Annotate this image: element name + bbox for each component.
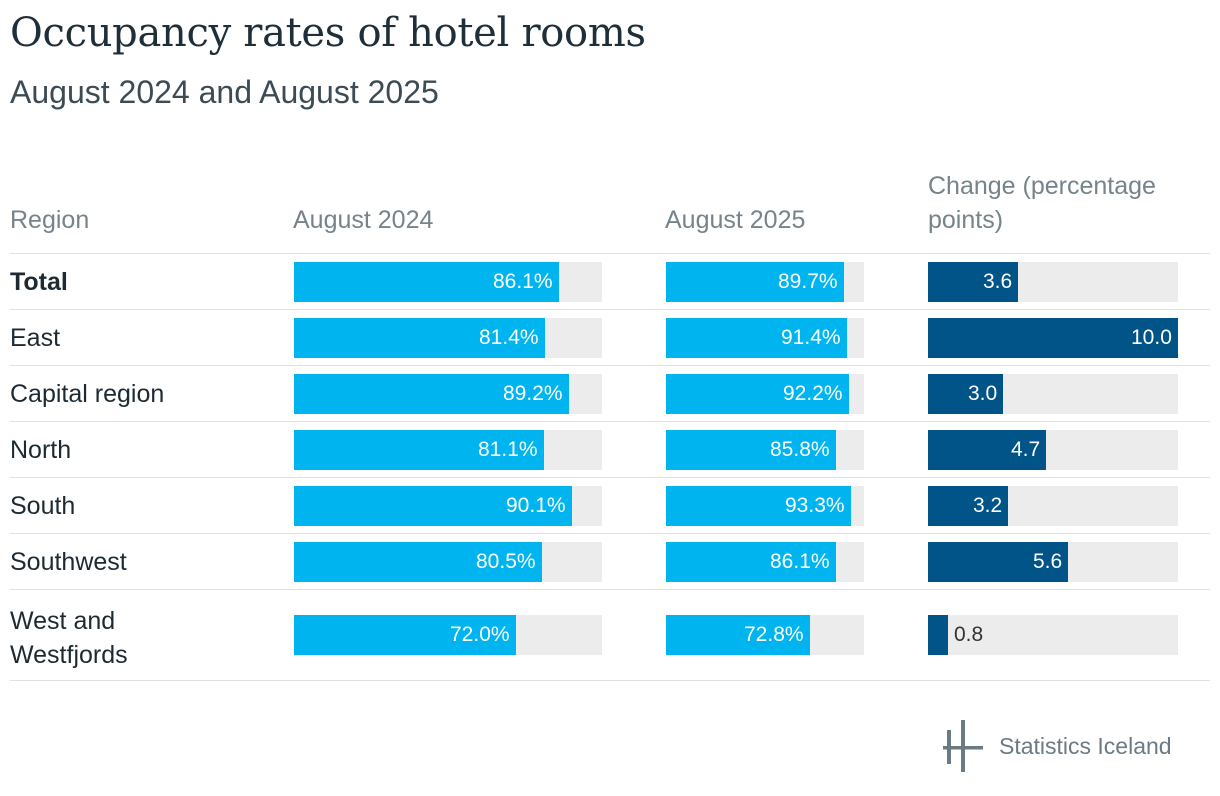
data-label: 90.1% — [506, 494, 566, 517]
bar-change — [928, 430, 1046, 470]
data-label: 3.2 — [973, 494, 1003, 517]
bar-aug-2025-track: 91.4% — [666, 318, 864, 358]
region-label: Total — [10, 268, 68, 296]
region-label: Capital region — [10, 380, 165, 408]
bar-aug-2025 — [666, 374, 849, 414]
table-row: Southwest 80.5% 86.1% 5.6 — [10, 533, 1210, 590]
header-change: Change (percentage points) — [928, 172, 1156, 234]
header-august-2024: August 2024 — [293, 206, 434, 234]
bar-aug-2024 — [294, 615, 516, 655]
bar-aug-2024 — [294, 374, 569, 414]
data-label: 4.7 — [1011, 438, 1041, 461]
chart-title: Occupancy rates of hotel rooms — [10, 10, 646, 56]
region-label: South — [10, 492, 76, 520]
table-row: South 90.1% 93.3% 3.2 — [10, 477, 1210, 534]
bar-aug-2024-track: 80.5% — [294, 542, 602, 582]
data-label: 93.3% — [785, 494, 845, 517]
bar-aug-2024 — [294, 318, 545, 358]
header-region: Region — [10, 206, 90, 234]
bar-aug-2024 — [294, 486, 572, 526]
data-label: 72.8% — [744, 623, 804, 646]
table-row: North 81.1% 85.8% 4.7 — [10, 421, 1210, 478]
table-row: West and Westfjords 72.0% 72.8% 0.8 — [10, 589, 1210, 681]
data-label: 92.2% — [783, 382, 843, 405]
region-label: East — [10, 324, 61, 352]
bar-aug-2024-track: 72.0% — [294, 615, 602, 655]
data-label: 0.8 — [954, 623, 984, 646]
data-label: 86.1% — [770, 550, 830, 573]
bar-change-track: 3.6 — [928, 262, 1178, 302]
bar-aug-2024-track: 81.1% — [294, 430, 602, 470]
bar-aug-2025 — [666, 615, 810, 655]
bar-change-track: 10.0 — [928, 318, 1178, 358]
bar-aug-2024-track: 89.2% — [294, 374, 602, 414]
data-label: 10.0 — [1131, 326, 1172, 349]
bar-aug-2025 — [666, 542, 836, 582]
bar-aug-2025-track: 72.8% — [666, 615, 864, 655]
table-row: Total 86.1% 89.7% 3.6 — [10, 253, 1210, 310]
data-label: 80.5% — [476, 550, 536, 573]
bar-aug-2024-track: 86.1% — [294, 262, 602, 302]
bar-change — [928, 262, 1018, 302]
data-label: 3.6 — [983, 270, 1013, 293]
bar-aug-2025-track: 92.2% — [666, 374, 864, 414]
bar-change — [928, 318, 1178, 358]
bar-aug-2025-track: 89.7% — [666, 262, 864, 302]
data-label: 72.0% — [450, 623, 510, 646]
bar-change-track: 0.8 — [928, 615, 1178, 655]
bar-change-track: 5.6 — [928, 542, 1178, 582]
data-label: 86.1% — [493, 270, 553, 293]
data-label: 3.0 — [968, 382, 998, 405]
bar-aug-2025 — [666, 430, 836, 470]
table-row: Capital region 89.2% 92.2% 3.0 — [10, 365, 1210, 422]
bar-aug-2025-track: 86.1% — [666, 542, 864, 582]
data-label: 91.4% — [781, 326, 841, 349]
statistics-iceland-logo-text: Statistics Iceland — [999, 732, 1172, 759]
bar-change-track: 3.0 — [928, 374, 1178, 414]
bar-aug-2025 — [666, 262, 844, 302]
bar-aug-2024 — [294, 262, 559, 302]
table-row: East 81.4% 91.4% 10.0 — [10, 309, 1210, 366]
bar-change-track: 4.7 — [928, 430, 1178, 470]
bar-change — [928, 486, 1008, 526]
statistics-iceland-logo-icon — [943, 720, 983, 772]
data-label: 89.2% — [503, 382, 563, 405]
data-label: 81.1% — [478, 438, 538, 461]
region-label: Southwest — [10, 548, 127, 576]
bar-aug-2025-track: 93.3% — [666, 486, 864, 526]
bar-aug-2024-track: 81.4% — [294, 318, 602, 358]
data-label: 85.8% — [770, 438, 830, 461]
bar-aug-2025-track: 85.8% — [666, 430, 864, 470]
bar-aug-2024 — [294, 430, 544, 470]
data-label: 81.4% — [479, 326, 539, 349]
region-label: West and Westfjords — [10, 607, 128, 669]
chart-subtitle: August 2024 and August 2025 — [10, 74, 439, 110]
bar-aug-2024-track: 90.1% — [294, 486, 602, 526]
bar-aug-2025 — [666, 486, 851, 526]
bar-change — [928, 615, 948, 655]
bar-change — [928, 542, 1068, 582]
statistics-iceland-logo: Statistics Iceland — [943, 720, 1172, 772]
bar-aug-2024 — [294, 542, 542, 582]
header-august-2025: August 2025 — [665, 206, 806, 234]
bar-aug-2025 — [666, 318, 847, 358]
bar-change-track: 3.2 — [928, 486, 1178, 526]
bar-change — [928, 374, 1003, 414]
data-label: 5.6 — [1033, 550, 1063, 573]
data-label: 89.7% — [778, 270, 838, 293]
region-label: North — [10, 436, 72, 464]
